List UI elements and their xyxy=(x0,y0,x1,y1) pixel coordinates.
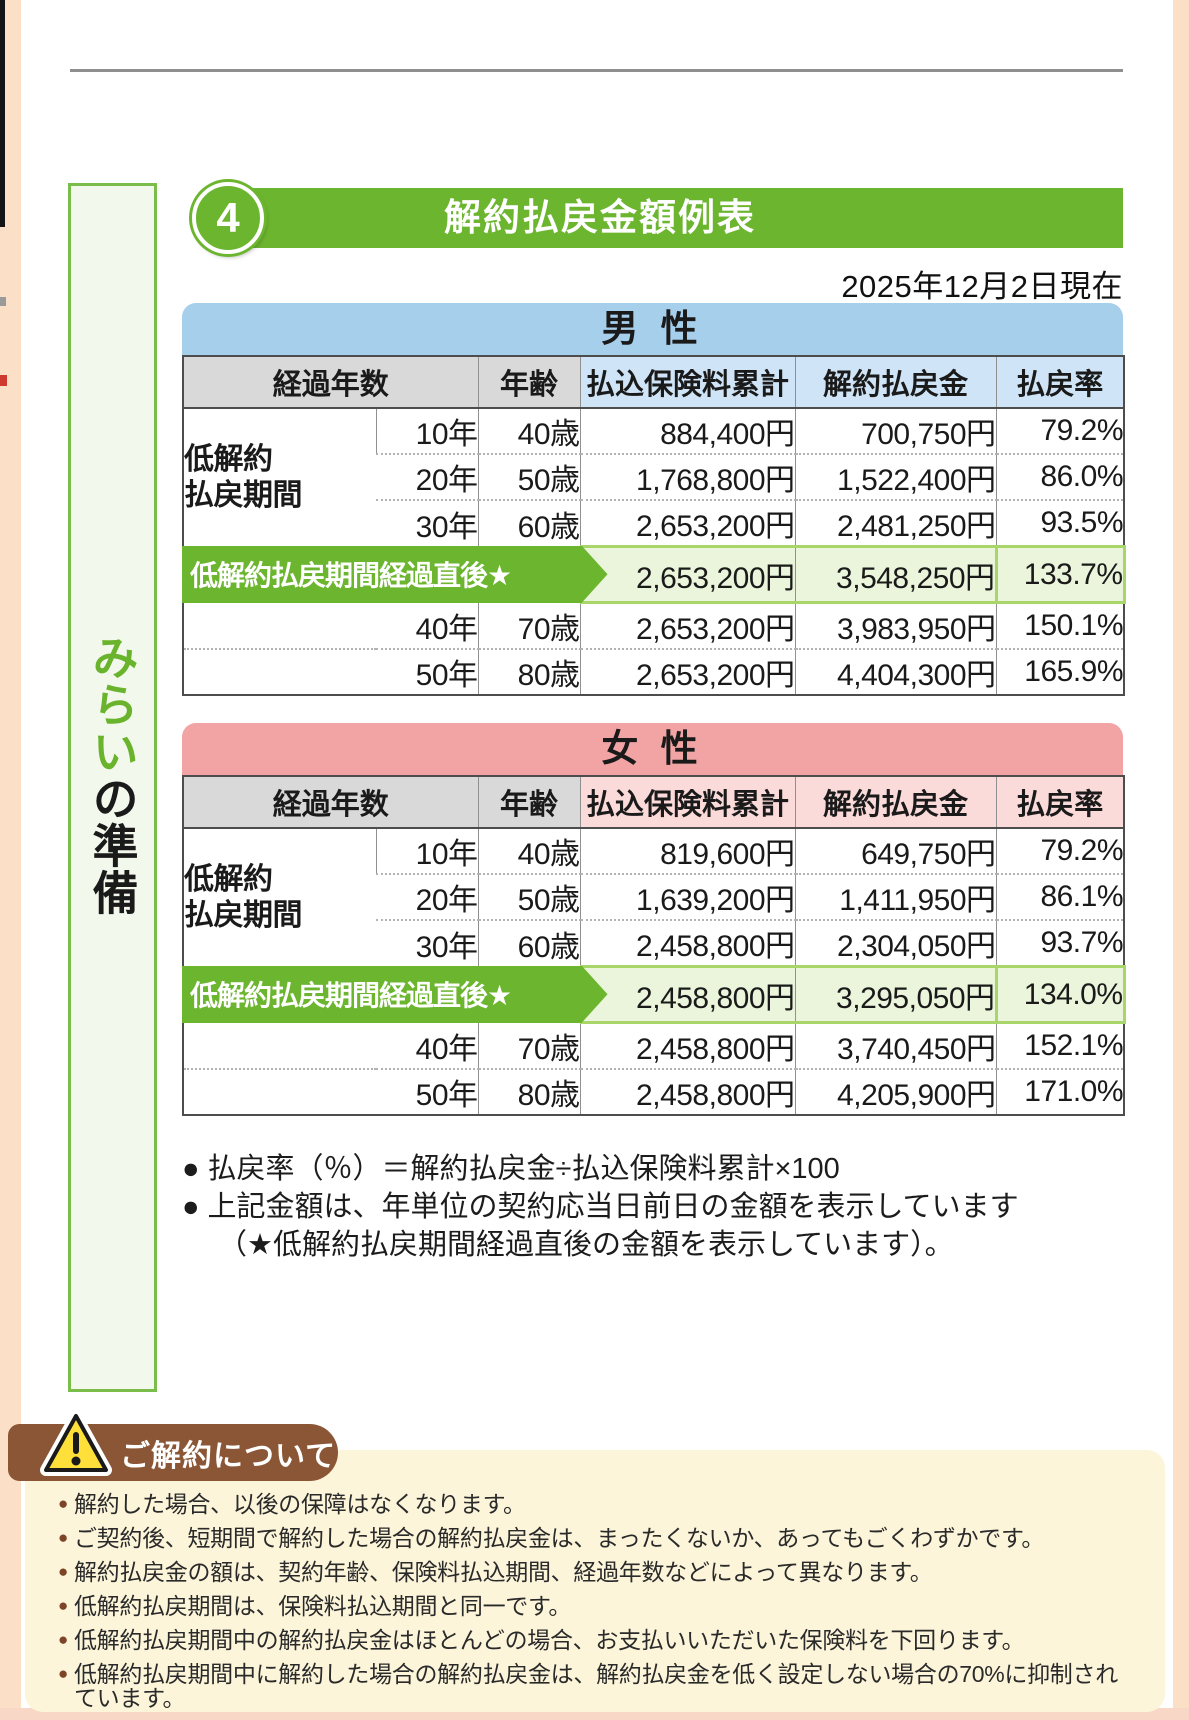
section-number-badge: 4 xyxy=(192,182,264,254)
highlight-arrow-label: 低解約払戻期間経過直後★ xyxy=(182,966,608,1024)
as-of-date: 2025年12月2日現在 xyxy=(841,269,1123,304)
table-row: 低解約 払戻期間 10年 40歳 819,600円 649,750円 79.2% xyxy=(183,828,1125,967)
male-table: 経過年数 年齢 払込保険料累計 解約払戻金 払戻率 低解約 払戻期間 10年 40… xyxy=(182,355,1126,696)
table-row: 40年 70歳 2,458,800円 3,740,450円 152.1% xyxy=(183,1022,1125,1069)
female-table: 経過年数 年齢 払込保険料累計 解約払戻金 払戻率 低解約 払戻期間 10年 40… xyxy=(182,775,1126,1116)
table-row: 50年 80歳 2,458,800円 4,205,900円 171.0% xyxy=(183,1068,1125,1115)
top-divider-rule xyxy=(70,69,1123,72)
warning-item: 低解約払戻期間中に解約した場合の解約払戻金は、解約払戻金を低く設定しない場合の7… xyxy=(58,1662,1138,1710)
highlight-label-cell: 低解約払戻期間経過直後★ xyxy=(183,967,580,1023)
scan-artifact-red xyxy=(0,375,7,386)
highlight-row: 低解約払戻期間経過直後★ 2,458,800円 3,295,050円 134.0… xyxy=(183,965,1126,1024)
male-table-section: 男 性 経過年数 年齢 払込保険料累計 解約払戻金 払戻率 低解約 払戻期間 10… xyxy=(182,303,1126,696)
col-age: 年齢 xyxy=(477,355,581,409)
table-row: 40年 70歳 2,653,200円 3,983,950円 150.1% xyxy=(183,602,1125,649)
bullet-icon: ● xyxy=(182,1153,200,1185)
col-elapsed-years: 経過年数 xyxy=(183,355,479,409)
table-row: 20年 50歳 1,768,800円 1,522,400円 86.0% xyxy=(183,453,1125,500)
group-label-cell: 低解約 払戻期間 xyxy=(183,408,376,547)
table-row: 50年 80歳 2,653,200円 4,404,300円 165.9% xyxy=(183,648,1125,695)
col-age: 年齢 xyxy=(477,775,581,829)
table-row: 低解約 払戻期間 10年 40歳 884,400円 700,750円 79.2% xyxy=(183,408,1125,547)
sidebar-title-green: みらい xyxy=(86,634,139,775)
col-elapsed-years: 経過年数 xyxy=(183,775,479,829)
group-label-cell: 低解約 払戻期間 xyxy=(183,828,376,967)
female-header-row: 経過年数 年齢 払込保険料累計 解約払戻金 払戻率 xyxy=(183,775,1125,829)
warning-title: ご解約について xyxy=(120,1439,337,1473)
scan-artifact-gray xyxy=(0,297,6,306)
col-refund-rate: 払戻率 xyxy=(995,355,1125,409)
warning-item: 低解約払戻期間中の解約払戻金はほとんどの場合、お支払いいただいた保険料を下回りま… xyxy=(58,1628,1138,1652)
col-premium-total: 払込保険料累計 xyxy=(579,355,796,409)
male-header-row: 経過年数 年齢 払込保険料累計 解約払戻金 払戻率 xyxy=(183,355,1125,409)
col-surrender-value: 解約払戻金 xyxy=(794,355,997,409)
col-refund-rate: 払戻率 xyxy=(995,775,1125,829)
male-table-title: 男 性 xyxy=(182,303,1123,355)
table-row: 30年 60歳 2,653,200円 2,481,250円 93.5% xyxy=(183,499,1125,547)
scan-artifact-black xyxy=(0,0,5,227)
warning-item: 解約払戻金の額は、契約年齢、保険料払込期間、経過年数などによって異なります。 xyxy=(58,1560,1138,1584)
female-table-section: 女 性 経過年数 年齢 払込保険料累計 解約払戻金 払戻率 低解約 払戻期間 10… xyxy=(182,723,1126,1116)
page-edge-right xyxy=(1173,0,1189,1720)
sidebar-vertical-title: みらいの準備 xyxy=(86,634,139,916)
highlight-row: 低解約払戻期間経過直後★ 2,653,200円 3,548,250円 133.7… xyxy=(183,545,1126,604)
female-table-title: 女 性 xyxy=(182,723,1123,775)
table-row: 20年 50歳 1,639,200円 1,411,950円 86.1% xyxy=(183,873,1125,920)
table-row: 30年 60歳 2,458,800円 2,304,050円 93.7% xyxy=(183,919,1125,967)
warning-item: 解約した場合、以後の保障はなくなります。 xyxy=(58,1492,1138,1516)
footnotes: ● 払戻率（％）＝解約払戻金÷払込保険料累計×100 ● 上記金額は、年単位の契約応… xyxy=(182,1150,1142,1264)
page-edge-left xyxy=(0,0,21,1720)
bullet-icon: ● xyxy=(182,1191,200,1223)
highlight-arrow-label: 低解約払戻期間経過直後★ xyxy=(182,546,608,604)
footnote-rate-formula: ● 払戻率（％）＝解約払戻金÷払込保険料累計×100 xyxy=(182,1150,1142,1188)
highlight-label-cell: 低解約払戻期間経過直後★ xyxy=(183,547,580,603)
section-title-banner: 解約払戻金額例表 xyxy=(225,188,1123,248)
sidebar-tab: みらいの準備 xyxy=(68,183,157,1392)
footnote-star-meaning: （★低解約払戻期間経過直後の金額を表示しています）。 xyxy=(218,1229,954,1261)
warning-bullet-list: 解約した場合、以後の保障はなくなります。 ご契約後、短期間で解約した場合の解約払… xyxy=(58,1492,1138,1720)
warning-item: 低解約払戻期間は、保険料払込期間と同一です。 xyxy=(58,1594,1138,1618)
warning-triangle-icon xyxy=(40,1410,112,1476)
col-premium-total: 払込保険料累計 xyxy=(579,775,796,829)
col-surrender-value: 解約払戻金 xyxy=(794,775,997,829)
footnote-amount-basis: ● 上記金額は、年単位の契約応当日前日の金額を表示しています xyxy=(182,1188,1142,1226)
sidebar-title-black: の準備 xyxy=(86,775,139,916)
warning-item: ご契約後、短期間で解約した場合の解約払戻金は、まったくないか、あってもごくわずか… xyxy=(58,1526,1138,1550)
